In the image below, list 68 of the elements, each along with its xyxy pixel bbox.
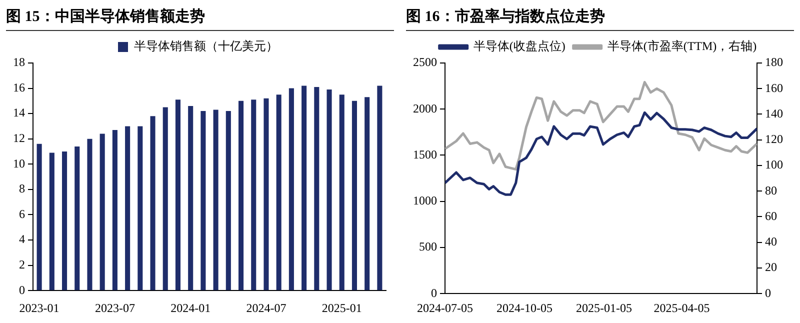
bar	[226, 111, 231, 290]
y2-tick-label: 80	[765, 183, 777, 198]
y-tick-label: 0	[431, 286, 437, 300]
bar	[100, 134, 105, 290]
x-tick-label: 2025-01-05	[576, 300, 632, 315]
bar	[175, 100, 181, 290]
x-tick-label: 2023-07	[94, 300, 135, 315]
bar	[339, 94, 344, 290]
chart-title: 图 15：中国半导体销售额走势	[6, 4, 394, 31]
bar	[150, 116, 156, 290]
y-tick-label: 12	[13, 131, 25, 146]
bar	[200, 111, 206, 290]
bar	[352, 100, 358, 290]
y-tick-label: 10	[13, 156, 25, 170]
bar	[49, 152, 54, 290]
y2-tick-label: 140	[765, 106, 783, 120]
x-tick-label: 2025-01	[322, 300, 362, 315]
bar	[276, 94, 282, 290]
y2-tick-label: 160	[765, 80, 783, 95]
bar	[62, 152, 68, 290]
y-tick-label: 16	[13, 80, 25, 94]
y-tick-label: 1000	[413, 194, 437, 208]
y2-tick-label: 120	[765, 132, 783, 146]
y-tick-label: 2000	[413, 101, 437, 116]
bar	[36, 144, 42, 290]
y-tick-label: 2	[19, 257, 25, 272]
bar	[112, 130, 118, 290]
y-tick-label: 4	[19, 232, 25, 246]
y-tick-label: 500	[419, 240, 437, 254]
y2-tick-label: 180	[765, 55, 783, 70]
bar	[162, 107, 168, 290]
y2-tick-label: 40	[765, 234, 777, 249]
bar	[213, 110, 218, 290]
y2-tick-label: 60	[765, 208, 777, 223]
bar	[138, 126, 143, 290]
y-tick-label: 0	[19, 282, 25, 297]
legend-label: 半导体销售额（十亿美元）	[134, 39, 278, 54]
x-tick-label: 2023-01	[19, 300, 60, 315]
x-tick-label: 2024-07-05	[417, 300, 473, 315]
x-tick-label: 2025-04-05	[654, 300, 710, 315]
y-tick-label: 6	[19, 206, 25, 221]
bar	[238, 100, 244, 290]
bar	[264, 98, 269, 290]
bar	[302, 86, 307, 290]
y-tick-label: 18	[13, 55, 25, 70]
y-tick-label: 1500	[413, 147, 437, 162]
bar	[74, 146, 80, 290]
x-tick-label: 2024-07	[246, 300, 286, 315]
bar	[377, 86, 382, 290]
x-tick-label: 2024-10-05	[496, 300, 553, 315]
bar	[326, 90, 332, 290]
y2-tick-label: 0	[765, 286, 771, 300]
legend-label: 半导体(收盘点位)	[473, 39, 566, 54]
y2-tick-label: 100	[765, 158, 783, 172]
bar	[314, 87, 320, 290]
bar	[188, 106, 194, 290]
bar	[125, 126, 130, 290]
y-tick-label: 2500	[413, 55, 437, 70]
y-tick-label: 8	[19, 182, 25, 196]
y-tick-label: 14	[13, 106, 25, 120]
y2-tick-label: 20	[765, 260, 777, 274]
legend-label: 半导体(市盈率(TTM)，右轴)	[607, 39, 757, 54]
bar	[364, 97, 370, 290]
x-tick-label: 2024-01	[170, 300, 211, 315]
bar	[87, 138, 92, 290]
chart-title: 图 16：市盈率与指数点位走势	[406, 4, 794, 31]
bar	[288, 88, 294, 290]
bar	[251, 100, 256, 290]
